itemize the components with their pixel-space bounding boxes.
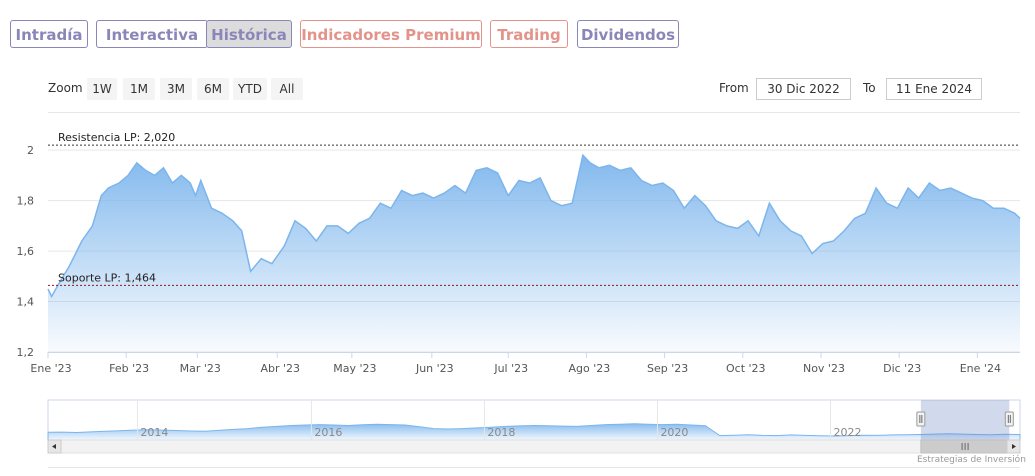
series-line xyxy=(47,153,1021,299)
x-tick-label: Oct '23 xyxy=(726,362,766,375)
zoom-1w-button[interactable]: 1W xyxy=(87,78,117,100)
from-date-input[interactable]: 30 Dic 2022 xyxy=(756,78,851,100)
zoom-3m-button[interactable]: 3M xyxy=(160,78,192,100)
y-tick-label: 2 xyxy=(27,144,34,157)
tab-hist-rica[interactable]: Histórica xyxy=(206,20,292,48)
x-tick-label: Nov '23 xyxy=(803,362,845,375)
tab-dividendos[interactable]: Dividendos xyxy=(577,20,679,48)
tab-indicadores-premium[interactable]: Indicadores Premium xyxy=(300,20,482,48)
scrollbar-track xyxy=(47,439,1021,454)
x-tick-label: Ago '23 xyxy=(569,362,611,375)
zoom-label: Zoom xyxy=(48,81,83,95)
resistance-label: Resistencia LP: 2,020 xyxy=(58,131,175,144)
navigator-year-label: 2022 xyxy=(833,426,861,439)
tab-intrad-a[interactable]: Intradía xyxy=(10,20,88,48)
x-tick-label: Ene '24 xyxy=(960,362,1001,375)
x-tick-label: Sep '23 xyxy=(647,362,688,375)
x-tick-label: Ene '23 xyxy=(30,362,71,375)
y-tick-label: 1,4 xyxy=(17,296,35,309)
navigator-series xyxy=(47,423,1021,441)
x-tick-label: Dic '23 xyxy=(883,362,921,375)
arrow-left-icon xyxy=(52,444,56,449)
x-tick-label: May '23 xyxy=(333,362,376,375)
tab-interactiva[interactable]: Interactiva xyxy=(96,20,208,48)
x-tick-label: Abr '23 xyxy=(260,362,300,375)
navigator-selection xyxy=(920,400,1010,440)
x-tick-label: Jul '23 xyxy=(493,362,528,375)
navigator-year-label: 2020 xyxy=(660,426,688,439)
series-area xyxy=(48,155,1020,352)
from-label: From xyxy=(719,81,749,95)
x-tick-label: Feb '23 xyxy=(109,362,149,375)
to-label: To xyxy=(863,81,876,95)
x-tick-label: Mar '23 xyxy=(180,362,221,375)
navigator-year-label: 2018 xyxy=(487,426,515,439)
to-date-input[interactable]: 11 Ene 2024 xyxy=(886,78,982,100)
separator xyxy=(48,112,1020,113)
tab-trading[interactable]: Trading xyxy=(490,20,568,48)
navigator-right-handle[interactable] xyxy=(1004,411,1014,427)
x-tick-label: Jun '23 xyxy=(415,362,454,375)
support-label: Soporte LP: 1,464 xyxy=(58,271,156,284)
zoom-ytd-button[interactable]: YTD xyxy=(233,78,267,100)
credit: Estrategias de Inversión xyxy=(917,455,1026,465)
navigator-year-label: 2014 xyxy=(140,426,168,439)
y-tick-label: 1,2 xyxy=(17,346,35,359)
y-tick-label: 1,6 xyxy=(17,245,35,258)
zoom-1m-button[interactable]: 1M xyxy=(123,78,155,100)
arrow-right-icon xyxy=(1012,444,1016,449)
navigator-year-label: 2016 xyxy=(314,426,342,439)
zoom-all-button[interactable]: All xyxy=(271,78,303,100)
navigator-left-handle[interactable] xyxy=(916,411,926,427)
zoom-6m-button[interactable]: 6M xyxy=(197,78,229,100)
y-tick-label: 1,8 xyxy=(17,195,35,208)
